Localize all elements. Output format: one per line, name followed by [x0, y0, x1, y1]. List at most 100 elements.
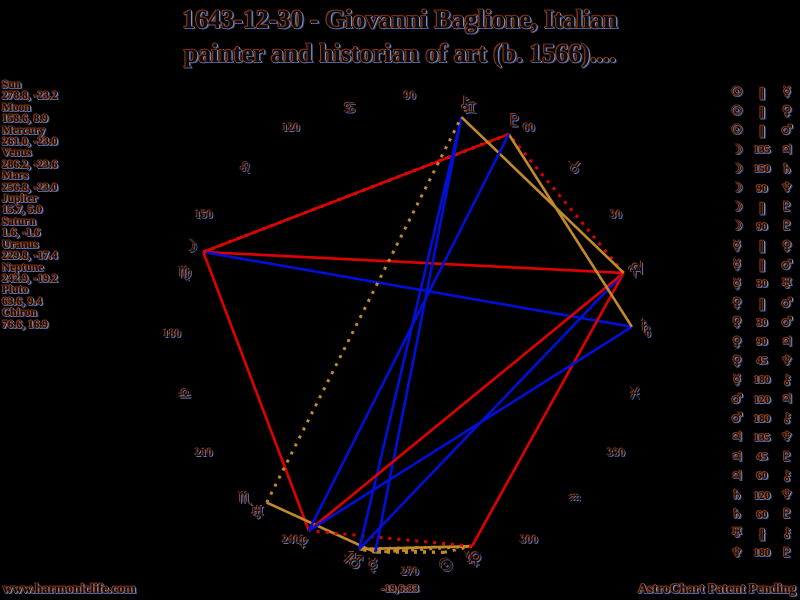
aspect-line-venus-90-jupiter [470, 272, 625, 547]
chart-title-line2: painter and historian of art (b. 1566)..… [183, 39, 617, 68]
mercury-icon: ☿ [733, 257, 741, 273]
aspect-table: ☉ ∥ ☿ ☉ ∥ ♀ ☉ ∥ ♂ ☽ 135 ♃ ☽ 150 ♄ ☽ 90 ♆ ☽ ∥ ♇ ☽ 90 ♇ ☿ ∥ ♀ ☿ ∥ ♂ ☿ 30 ♅… [727, 83, 799, 563]
tick-label-30: 30 [610, 207, 622, 221]
sign-glyph-aries: ♈ [628, 264, 641, 282]
aspect-row-sun-venus: ☉ ∥ ♀ [727, 102, 799, 121]
aspect-row-jupiter-pluto: ♃ 45 ♇ [727, 448, 799, 467]
aspect-value: 135 [753, 144, 771, 157]
planet-name-saturn: Saturn [2, 215, 36, 228]
mars-icon: ♂ [781, 296, 793, 312]
saturn-icon: ♄ [781, 161, 793, 177]
aspect-value: 180 [753, 547, 771, 560]
aspect-row-moon-jupiter: ☽ 135 ♃ [727, 141, 799, 160]
sign-glyph-capricorn: ♑ [464, 549, 477, 567]
planet-coords-sun: 278.8, -23.2 [2, 90, 58, 103]
neptune-icon: ♆ [731, 545, 743, 561]
tick-label-90: 90 [404, 88, 416, 102]
aspect-row-venus-jupiter: ♀ 90 ♃ [727, 332, 799, 351]
neptune-icon: ♆ [781, 488, 793, 504]
sign-glyph-aquarius: ♒ [568, 489, 581, 507]
planet-glyph-sun: ☉ [438, 556, 453, 576]
aspect-value: 180 [753, 374, 771, 387]
mars-icon: ♂ [731, 392, 743, 408]
aspect-row-moon-pluto: ☽ 90 ♇ [727, 217, 799, 236]
patent-notice: AstroChart Patent Pending [638, 581, 796, 596]
aspect-row-moon-neptune: ☽ 90 ♆ [727, 179, 799, 198]
moon-icon: ☽ [731, 200, 743, 216]
mars-icon: ♂ [781, 123, 793, 139]
planet-coords-saturn: 1.6, -1.6 [2, 227, 41, 240]
jupiter-icon: ♃ [781, 334, 793, 350]
wheel-glyphs: 0 30 60 90 120 150 180 210 240 270 300 330 ♈ ♉ ♊ ♋ ♌ ♍ ♎ ♏ ♐… [163, 88, 654, 578]
tick-label-270: 270 [401, 564, 419, 578]
planet-coords-mercury: 261.0, -23.0 [2, 136, 58, 149]
aspect-value: 45 [756, 451, 768, 464]
planet-position-list: Sun 278.8, -23.2 Moon 158.6, 8.9 Mercury 261.… [2, 79, 122, 331]
aspect-line-moon-90-neptune [202, 251, 311, 532]
chiron-icon: ⚷ [782, 411, 792, 427]
sign-glyph-leo: ♌ [239, 159, 252, 177]
planet-glyph-saturn: ♄ [638, 316, 653, 336]
aspect-row-moon-pluto: ☽ ∥ ♇ [727, 198, 799, 217]
sign-glyph-scorpio: ♏ [239, 489, 253, 507]
venus-icon: ♀ [732, 353, 742, 369]
planet-name-mars: Mars [2, 170, 29, 183]
aspect-row-saturn-neptune: ♄ 120 ♆ [727, 486, 799, 505]
planet-name-sun: Sun [2, 79, 22, 91]
aspect-row-mars-jupiter: ♂ 120 ♃ [727, 390, 799, 409]
neptune-icon: ♆ [781, 353, 793, 369]
aspect-row-mercury-venus: ☿ ∥ ♀ [727, 237, 799, 256]
sign-glyph-cancer: ♋ [343, 99, 356, 117]
venus-icon: ♀ [732, 315, 742, 331]
planet-coords-moon: 158.6, 8.9 [2, 113, 48, 126]
aspect-line-moon-135-jupiter [203, 250, 624, 275]
planet-glyph-neptune: ♆ [295, 533, 310, 553]
aspect-value: 180 [753, 412, 771, 425]
mars-icon: ♂ [781, 257, 793, 273]
aspect-row-venus-neptune: ♀ 45 ♆ [727, 352, 799, 371]
planet-glyph-pluto: ♇ [507, 112, 522, 132]
mercury-icon: ☿ [733, 276, 741, 292]
tick-label-120: 120 [282, 120, 300, 134]
mercury-icon: ☿ [733, 372, 741, 388]
tick-label-150: 150 [195, 207, 213, 221]
planet-name-mercury: Mercury [2, 124, 46, 137]
mercury-icon: ☿ [733, 238, 741, 254]
planet-glyph-uranus: ♅ [250, 503, 265, 523]
planet-coords-uranus: 229.8, -17.4 [2, 250, 58, 263]
moon-icon: ☽ [731, 161, 743, 177]
jupiter-icon: ♃ [731, 449, 743, 465]
aspect-value: 150 [753, 163, 771, 176]
sun-icon: ☉ [731, 104, 743, 120]
venus-icon: ♀ [732, 296, 742, 312]
aspect-lines [202, 116, 634, 554]
aspect-value: 90 [756, 336, 768, 349]
aspect-row-mercury-chiron: ☿ 180 ⚷ [727, 371, 799, 390]
tick-label-210: 210 [195, 445, 213, 459]
saturn-icon: ♄ [731, 488, 743, 504]
aspect-value: 30 [756, 278, 768, 291]
sun-icon: ☉ [731, 85, 743, 101]
mercury-icon: ☿ [783, 85, 791, 101]
pluto-icon: ♇ [781, 507, 793, 523]
venus-icon: ♀ [782, 238, 792, 254]
sign-glyph-pisces: ♓ [628, 384, 641, 402]
neptune-icon: ♆ [781, 430, 793, 446]
aspect-row-venus-mars: ♀ 30 ♂ [727, 313, 799, 332]
aspect-row-mercury-mars: ☿ ∥ ♂ [727, 256, 799, 275]
planet-coords-jupiter: 15.7, 5.0 [2, 204, 43, 217]
chiron-icon: ⚷ [782, 468, 792, 484]
aspect-row-saturn-pluto: ♄ 60 ♇ [727, 505, 799, 524]
aspect-line-jupiter-45-pluto [507, 133, 625, 274]
pluto-icon: ♇ [781, 219, 793, 235]
aspect-line-saturn-120-neptune [308, 325, 633, 532]
aspect-line-moon-90-pluto [202, 132, 510, 254]
aspect-line-mars-180-chiron [358, 116, 463, 550]
venus-icon: ♀ [732, 334, 742, 350]
moon-icon: ☽ [731, 181, 743, 197]
aspect-value: 30 [756, 316, 768, 329]
planet-glyph-mercury: ☿ [368, 556, 378, 576]
planet-coords-pluto: 63.6, 9.4 [2, 295, 43, 308]
moon-icon: ☽ [731, 142, 743, 158]
